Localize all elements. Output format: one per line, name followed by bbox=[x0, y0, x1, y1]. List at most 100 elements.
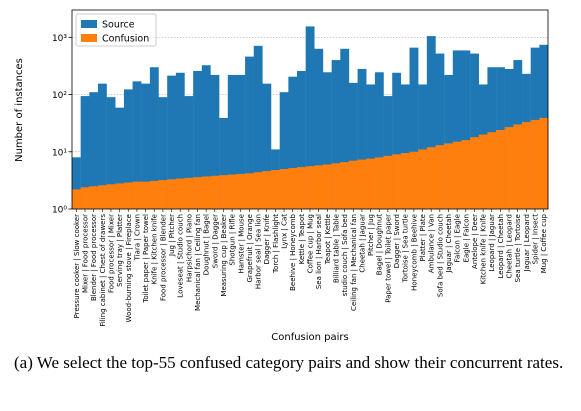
x-tick-label: Filing cabinet | Chest of drawers bbox=[99, 214, 107, 327]
bar bbox=[400, 84, 410, 209]
x-tick-label: Eagle | Falcon bbox=[462, 214, 470, 262]
bar bbox=[288, 76, 298, 209]
bar bbox=[262, 171, 272, 209]
x-tick-label: Lynx | Cat bbox=[281, 214, 289, 249]
bar bbox=[271, 170, 280, 209]
x-tick-label: Shotgun | Rifle bbox=[229, 214, 237, 266]
bar bbox=[236, 74, 246, 209]
bar bbox=[149, 67, 159, 209]
bar bbox=[461, 140, 471, 209]
bar bbox=[435, 53, 445, 210]
x-tick-label: Platter | Plate bbox=[419, 214, 427, 261]
bar bbox=[487, 132, 497, 209]
y-axis-label: Number of instances bbox=[14, 58, 25, 162]
bar bbox=[374, 72, 384, 209]
x-tick-label: Blender | Food processor bbox=[90, 214, 98, 301]
bar bbox=[314, 165, 324, 209]
bar bbox=[80, 96, 90, 209]
x-tick-label: Dagger | Sword bbox=[393, 214, 401, 268]
bar bbox=[236, 173, 246, 209]
x-tick-label: Paper towel | Toilet paper bbox=[384, 214, 392, 303]
bar bbox=[340, 48, 350, 209]
x-tick-label: Food processor | Blender bbox=[159, 214, 167, 301]
x-tick-label: studio couch | Sofa bed bbox=[341, 214, 349, 296]
bar bbox=[89, 92, 99, 209]
bar bbox=[314, 48, 324, 209]
x-tick-label: Billiard table | Table bbox=[332, 214, 340, 283]
x-tick-label: Beehive | Honeycomb bbox=[289, 213, 297, 290]
bar bbox=[331, 60, 341, 209]
bar bbox=[167, 179, 177, 209]
x-tick-label: Doughnut | Bagel bbox=[203, 214, 211, 275]
bar bbox=[409, 47, 419, 209]
bar bbox=[357, 159, 367, 209]
x-tick-label: Cheetah | Jaguar bbox=[358, 214, 366, 273]
bar bbox=[132, 181, 142, 209]
x-tick-label: Coffee cup | Mug bbox=[307, 214, 315, 273]
x-tick-label: Pitcher | Jug bbox=[367, 214, 375, 256]
bar bbox=[383, 96, 393, 209]
bar bbox=[496, 130, 505, 209]
bar bbox=[262, 83, 272, 209]
x-tick-label: Tortoise | Sea turtle bbox=[402, 214, 410, 283]
bar bbox=[322, 164, 332, 209]
x-tick-label: Torch | Flashlight bbox=[272, 214, 280, 274]
x-tick-label: Measuring cup | Beaker bbox=[220, 214, 228, 297]
x-tick-label: Mug | Coffee cup bbox=[540, 213, 548, 273]
y-tick-label: 10¹ bbox=[52, 148, 67, 158]
bar bbox=[123, 182, 133, 209]
legend-swatch bbox=[81, 20, 97, 28]
bar bbox=[452, 141, 462, 209]
bar bbox=[210, 175, 220, 209]
x-tick-label: Mechanical fan | Ceiling fan bbox=[194, 214, 202, 311]
x-tick-label: Pressure cooker | Slow cooker bbox=[73, 214, 81, 318]
bar bbox=[348, 82, 358, 209]
bar bbox=[227, 74, 237, 209]
bar bbox=[305, 26, 315, 209]
bar bbox=[219, 117, 228, 209]
bar bbox=[444, 74, 453, 209]
bar bbox=[348, 160, 358, 209]
legend: Source Confusion bbox=[75, 13, 157, 47]
x-tick-label: Sea turtle | Tortoise bbox=[514, 214, 522, 282]
bar bbox=[418, 149, 428, 209]
bar bbox=[392, 154, 402, 209]
bar bbox=[201, 176, 211, 209]
bar bbox=[452, 50, 462, 210]
bar bbox=[141, 83, 151, 209]
x-tick-label: Leopard | Cheetah bbox=[497, 214, 505, 279]
x-tick-label: Harbor seal | Sea lion bbox=[255, 214, 263, 289]
legend-label: Confusion bbox=[102, 34, 149, 45]
x-tick-label: Teapot | Kettle bbox=[324, 214, 332, 265]
legend-label: Source bbox=[102, 20, 135, 31]
bar bbox=[279, 92, 289, 209]
bar bbox=[106, 184, 116, 209]
x-tick-label: Food processor | Mixer bbox=[107, 214, 115, 293]
bar bbox=[522, 122, 531, 209]
bar bbox=[426, 147, 436, 209]
y-tick-label: 10⁰ bbox=[52, 206, 67, 216]
bar bbox=[383, 155, 393, 209]
x-tick-label: Sofa bed | Studio couch bbox=[436, 214, 444, 297]
x-tick-label: Jaguar | Cheetah bbox=[445, 214, 453, 274]
bar bbox=[158, 97, 168, 209]
bar bbox=[245, 56, 254, 209]
bar bbox=[539, 117, 549, 209]
bar bbox=[141, 181, 151, 209]
bar bbox=[72, 157, 81, 209]
x-tick-label: Hamster | Mouse bbox=[237, 214, 245, 273]
x-tick-label: Tiara | Crown bbox=[133, 214, 141, 261]
bar bbox=[158, 180, 168, 209]
bar bbox=[305, 166, 315, 209]
bar bbox=[374, 157, 384, 209]
bar bbox=[227, 174, 237, 209]
bar bbox=[297, 167, 306, 209]
x-tick-label: Toilet paper | Paper towel bbox=[142, 214, 150, 304]
x-tick-label: Mixer | Food processor bbox=[81, 214, 89, 293]
bar bbox=[366, 158, 376, 209]
bar bbox=[279, 168, 289, 209]
bar bbox=[175, 72, 185, 210]
x-tick-label: Serving tray | Platter bbox=[116, 214, 124, 287]
bar bbox=[513, 124, 523, 209]
